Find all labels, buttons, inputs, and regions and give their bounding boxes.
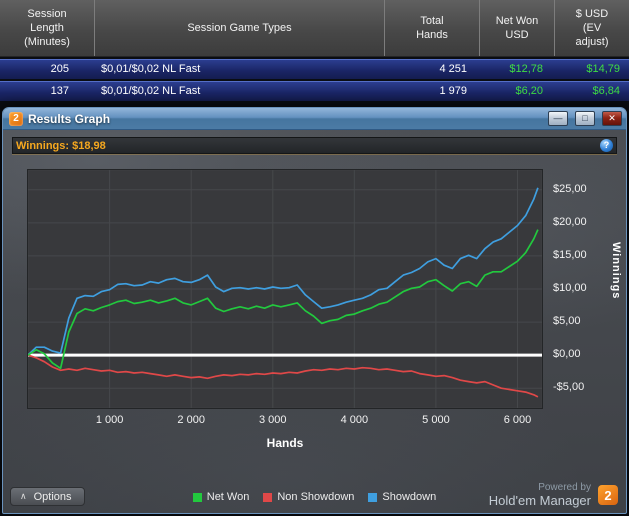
results-graph-window: 2 Results Graph — □ ✕ Winnings: $18,98 ?… (2, 107, 627, 514)
options-label: Options (33, 490, 72, 503)
winnings-label: Winnings: $18,98 (16, 139, 106, 152)
y-axis-title: Winnings (610, 242, 622, 300)
y-tick-label: $25,00 (553, 182, 587, 195)
cell-ev-adjust: $14,79 (586, 63, 620, 75)
cell-session-length: 137 (50, 85, 69, 97)
close-button[interactable]: ✕ (602, 111, 622, 126)
sessions-table-header: Session Length (Minutes) Session Game Ty… (0, 0, 629, 57)
cell-total-hands: 1 979 (439, 85, 467, 97)
y-tick-label: $5,00 (553, 315, 581, 328)
legend-label: Showdown (382, 491, 437, 503)
legend-swatch (263, 492, 273, 502)
sessions-table: Session Length (Minutes) Session Game Ty… (0, 0, 629, 101)
x-tick-label: 3 000 (258, 414, 287, 426)
column-header-game-types[interactable]: Session Game Types (95, 0, 385, 56)
x-tick-label: 6 000 (503, 414, 532, 426)
cell-ev-adjust: $6,84 (592, 85, 620, 97)
y-tick-label: -$5,00 (553, 381, 585, 394)
cell-game-type: $0,01/$0,02 NL Fast (101, 63, 201, 75)
table-row[interactable]: 205 $0,01/$0,02 NL Fast 4 251 $12,78 $14… (0, 59, 629, 79)
chevron-up-icon: ∧ (20, 491, 27, 501)
chart-canvas (28, 170, 542, 408)
cell-net-won: $12,78 (509, 63, 543, 75)
legend-item-net-won: Net Won (192, 491, 250, 503)
powered-by-block: Powered by Hold'em Manager 2 (489, 482, 618, 508)
x-tick-label: 5 000 (422, 414, 450, 426)
x-axis-title: Hands (266, 436, 304, 450)
powered-by-text-block: Powered by Hold'em Manager (489, 482, 591, 508)
legend-label: Non Showdown (277, 491, 355, 503)
column-header-session-length[interactable]: Session Length (Minutes) (0, 0, 95, 56)
column-header-net-won[interactable]: Net Won USD (480, 0, 555, 56)
y-axis: $25,00 $20,00 $15,00 $10,00 $5,00 $0,00 -$5,00 (549, 170, 603, 408)
y-tick-label: $15,00 (553, 248, 587, 261)
legend-item-showdown: Showdown (368, 491, 436, 503)
window-body: Winnings: $18,98 ? $25,00 $20,00 $15,00 $10… (3, 130, 626, 513)
maximize-button[interactable]: □ (575, 111, 595, 126)
cell-session-length: 205 (50, 63, 69, 75)
x-tick-label: 1 000 (95, 414, 124, 426)
cell-net-won: $6,20 (515, 85, 543, 97)
winnings-bar: Winnings: $18,98 ? (12, 137, 617, 154)
y-tick-label: $10,00 (553, 282, 587, 294)
hm2-logo-icon-large: 2 (598, 485, 618, 505)
legend-swatch (192, 492, 202, 502)
legend-swatch (368, 492, 378, 502)
powered-by-text: Powered by (538, 482, 591, 493)
info-icon[interactable]: ? (600, 139, 613, 152)
table-row[interactable]: 137 $0,01/$0,02 NL Fast 1 979 $6,20 $6,8… (0, 81, 629, 101)
column-header-total-hands[interactable]: Total Hands (385, 0, 480, 56)
x-tick-label: 2 000 (177, 414, 205, 426)
legend-item-non-showdown: Non Showdown (263, 491, 354, 503)
y-tick-label: $20,00 (553, 215, 587, 228)
hm2-logo-icon: 2 (9, 111, 23, 126)
x-tick-label: 4 000 (340, 414, 369, 426)
options-button[interactable]: ∧ Options (10, 487, 85, 506)
window-title: Results Graph (28, 111, 111, 126)
brand-name: Hold'em Manager (488, 493, 591, 508)
minimize-button[interactable]: — (548, 111, 568, 126)
legend-label: Net Won (206, 491, 250, 503)
y-tick-label: $0,00 (553, 348, 581, 361)
chart-legend: Net Won Non Showdown Showdown (3, 491, 626, 503)
column-header-ev-adjust[interactable]: $ USD (EV adjust) (575, 7, 609, 49)
x-axis: 1 000 2 000 3 000 4 000 5 000 6 000 (28, 414, 542, 428)
chart-plot-area (27, 169, 543, 409)
cell-total-hands: 4 251 (439, 63, 467, 75)
window-titlebar[interactable]: 2 Results Graph — □ ✕ (3, 108, 626, 130)
cell-game-type: $0,01/$0,02 NL Fast (101, 85, 201, 97)
